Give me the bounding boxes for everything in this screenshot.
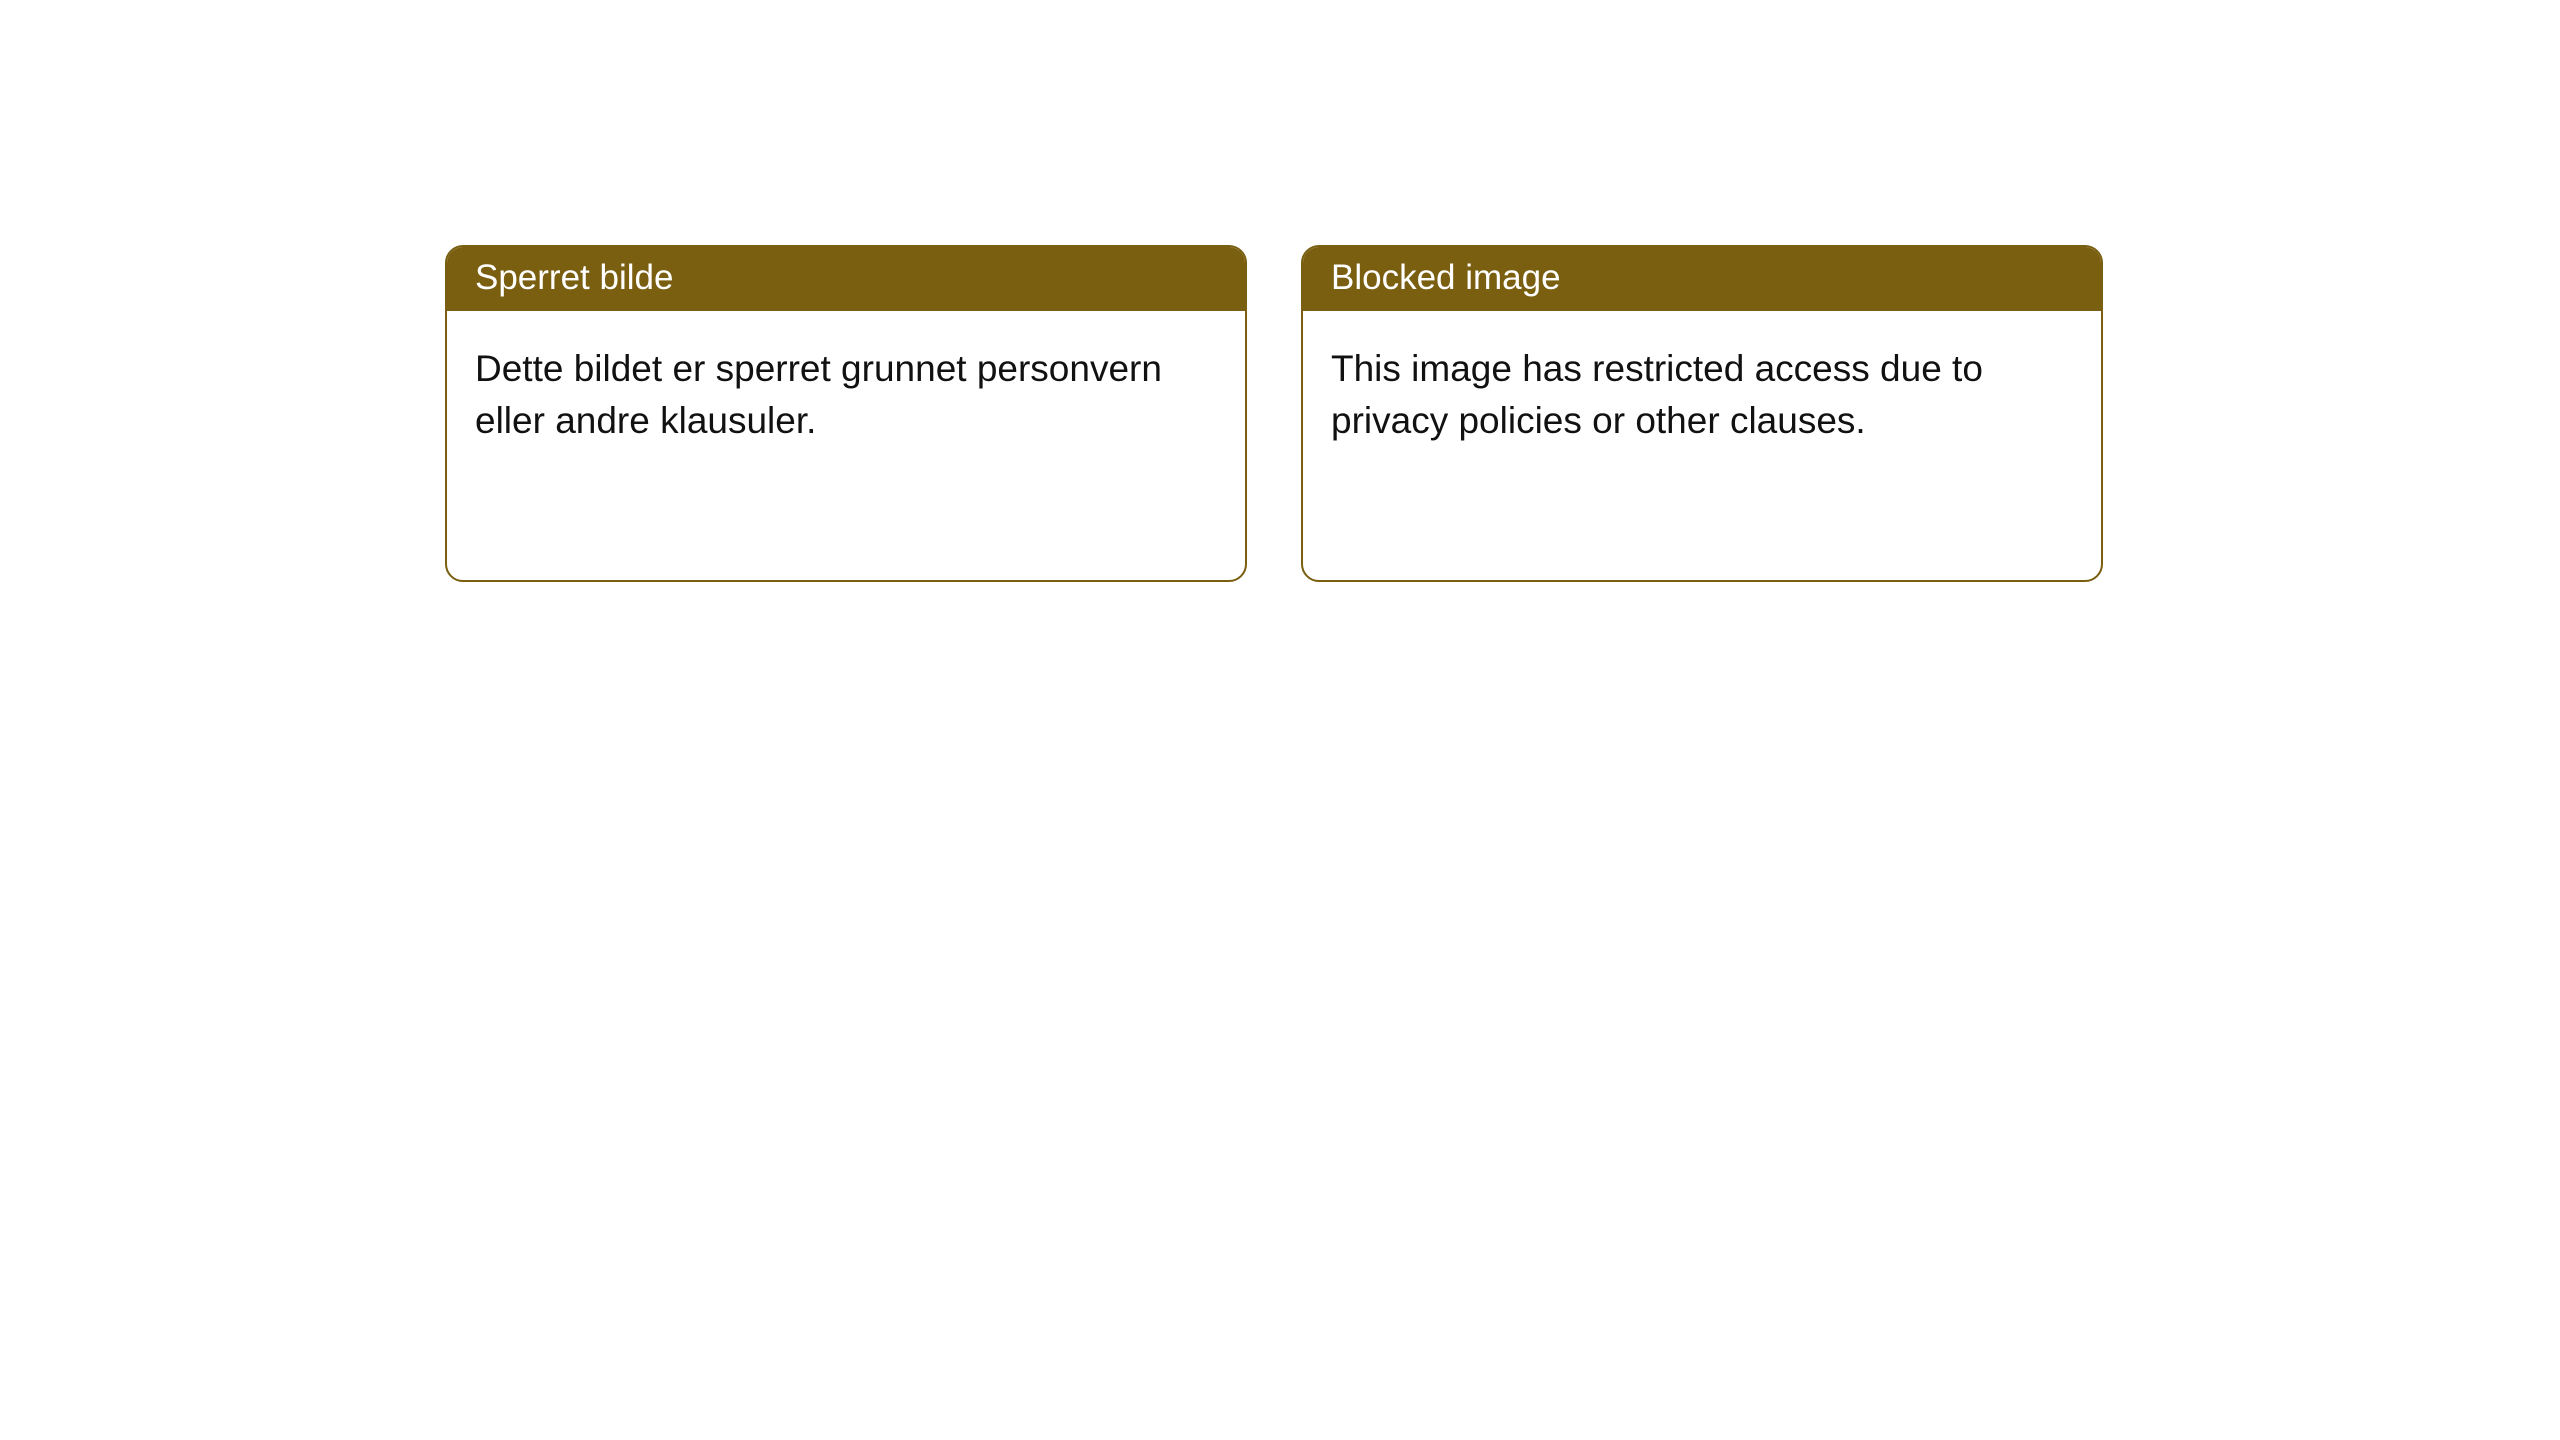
notice-body-no: Dette bildet er sperret grunnet personve… [447,311,1245,479]
notice-card-en: Blocked image This image has restricted … [1301,245,2103,582]
notice-header-no: Sperret bilde [447,247,1245,311]
notice-card-no: Sperret bilde Dette bildet er sperret gr… [445,245,1247,582]
notice-body-en: This image has restricted access due to … [1303,311,2101,479]
notice-header-en: Blocked image [1303,247,2101,311]
notice-container: Sperret bilde Dette bildet er sperret gr… [0,0,2560,582]
